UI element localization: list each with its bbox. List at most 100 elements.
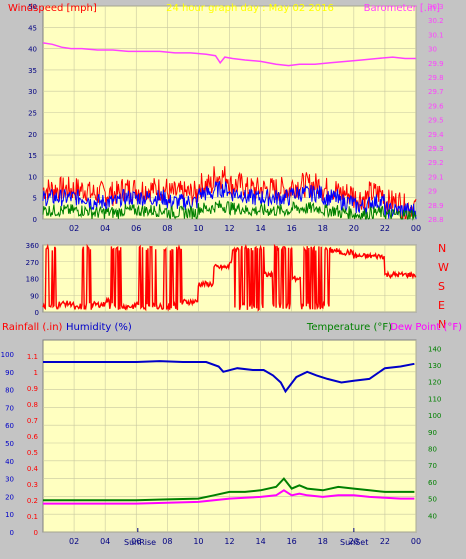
tick-label-hour: 22 [380, 224, 390, 233]
tick-label-humidity: 60 [5, 422, 14, 430]
tick-label-barometer: 29 [428, 188, 437, 196]
tick-label-barometer: 30.3 [428, 3, 444, 11]
chart-title: 24 hour graph day : May 02 2016 [166, 3, 334, 14]
tick-label-humidity: 30 [5, 476, 14, 484]
tick-label-hour-bottom: 00 [411, 537, 421, 546]
gust-line [42, 166, 417, 220]
tick-label-temperature: 110 [428, 395, 441, 403]
tick-label-hour-bottom: 12 [224, 537, 234, 546]
tick-label-barometer: 29.7 [428, 88, 444, 96]
tick-label-temperature: 130 [428, 362, 441, 370]
tick-label-hour-bottom: 14 [255, 537, 265, 546]
tick-label-hour: 18 [318, 224, 328, 233]
tick-label-hour: 14 [255, 224, 265, 233]
dewpoint-axis-label: Dew Point (°F) [390, 322, 462, 333]
grid-temp [43, 340, 417, 533]
tick-label-temperature: 90 [428, 429, 437, 437]
tick-label-direction: 360 [26, 242, 39, 250]
tick-label-rainfall: 0.7 [27, 417, 38, 425]
humidity-line [43, 360, 415, 394]
tick-label-hour: 04 [100, 224, 110, 233]
average-wind-line [42, 200, 417, 221]
tick-label-humidity: 100 [1, 351, 14, 359]
tick-label-hour: 00 [411, 224, 421, 233]
tick-label-hour-bottom: 16 [287, 537, 297, 546]
tick-label-windspeed: 20 [28, 131, 37, 139]
tick-label-hour-bottom: 20 [349, 537, 359, 546]
grid-direction [43, 244, 417, 313]
tick-label-barometer: 30 [428, 46, 437, 54]
tick-label-barometer: 29.3 [428, 145, 444, 153]
temperature-axis-label: Temperature (°F) [306, 322, 392, 333]
tick-label-temperature: 120 [428, 379, 441, 387]
tick-label-temperature: 60 [428, 479, 437, 487]
tick-label-temperature: 100 [428, 412, 441, 420]
compass-letter: S [438, 280, 445, 293]
tick-label-hour: 08 [162, 224, 172, 233]
tick-label-windspeed: 15 [28, 152, 37, 160]
ticks-temp: 010203040506070809010000.10.20.30.40.50.… [1, 345, 442, 546]
tick-label-barometer: 29.2 [428, 159, 444, 167]
windspeed-line [42, 180, 417, 220]
tick-label-windspeed: 50 [28, 3, 37, 11]
wind-series [42, 166, 417, 221]
tick-label-windspeed: 35 [28, 67, 37, 75]
tick-label-hour-bottom: 04 [100, 537, 110, 546]
tick-label-barometer: 29.4 [428, 131, 444, 139]
tick-label-hour-bottom: 06 [131, 537, 141, 546]
tick-label-barometer: 30.2 [428, 17, 444, 25]
tick-label-rainfall: 0.3 [27, 481, 38, 489]
tick-label-rainfall: 0.6 [27, 433, 39, 441]
tick-label-hour: 10 [193, 224, 203, 233]
tick-label-temperature: 70 [428, 462, 437, 470]
tick-label-hour: 16 [287, 224, 297, 233]
tick-label-hour-bottom: 18 [318, 537, 328, 546]
tick-label-humidity: 40 [5, 458, 14, 466]
humidity-axis-label: Humidity (%) [66, 322, 132, 333]
tick-label-windspeed: 30 [28, 88, 37, 96]
tick-label-humidity: 0 [10, 529, 14, 537]
tick-label-hour-bottom: 10 [193, 537, 203, 546]
tick-label-hour: 02 [69, 224, 79, 233]
tick-label-hour-bottom: 08 [162, 537, 172, 546]
tick-label-windspeed: 10 [28, 173, 37, 181]
sunrise-label: SunRise [124, 538, 156, 547]
compass-letter: N [438, 318, 446, 331]
compass-letter: W [438, 261, 449, 274]
tick-label-rainfall: 0.1 [27, 513, 38, 521]
dewpoint-line [43, 489, 415, 505]
tick-label-temperature: 40 [428, 512, 437, 520]
tick-label-humidity: 70 [5, 404, 14, 412]
tick-label-direction: 90 [30, 292, 39, 300]
sunset-label: SunSet [340, 538, 368, 547]
barometer-axis-label: Barometer [.in] [364, 3, 440, 14]
tick-label-hour: 12 [224, 224, 234, 233]
barometer-line [42, 42, 416, 67]
tick-label-hour-bottom: 02 [69, 537, 79, 546]
tick-label-temperature: 50 [428, 496, 437, 504]
tick-label-barometer: 30.1 [428, 31, 444, 39]
tick-label-humidity: 50 [5, 440, 14, 448]
tick-label-barometer: 28.8 [428, 216, 444, 224]
tick-label-hour-bottom: 22 [380, 537, 390, 546]
tick-label-hour: 20 [349, 224, 359, 233]
tick-label-rainfall: 0 [34, 529, 38, 537]
tick-label-rainfall: 0.8 [27, 401, 38, 409]
tick-label-direction: 0 [35, 309, 39, 317]
tick-label-hour: 06 [131, 224, 141, 233]
tick-label-barometer: 29.1 [428, 173, 444, 181]
tick-label-rainfall: 1.1 [27, 353, 38, 361]
tick-label-windspeed: 5 [33, 195, 37, 203]
wind-direction-line [42, 243, 417, 312]
tick-label-barometer: 28.9 [428, 202, 444, 210]
ticks-direction: 0 90 180 270 360 [26, 242, 39, 317]
tick-label-windspeed: 45 [28, 24, 37, 32]
rainfall-axis-label: Rainfall (.in) [2, 322, 63, 333]
tick-label-temperature: 80 [428, 446, 437, 454]
tick-label-rainfall: 0.2 [27, 497, 38, 505]
tick-label-windspeed: 25 [28, 110, 37, 118]
tick-label-barometer: 29.9 [428, 60, 444, 68]
